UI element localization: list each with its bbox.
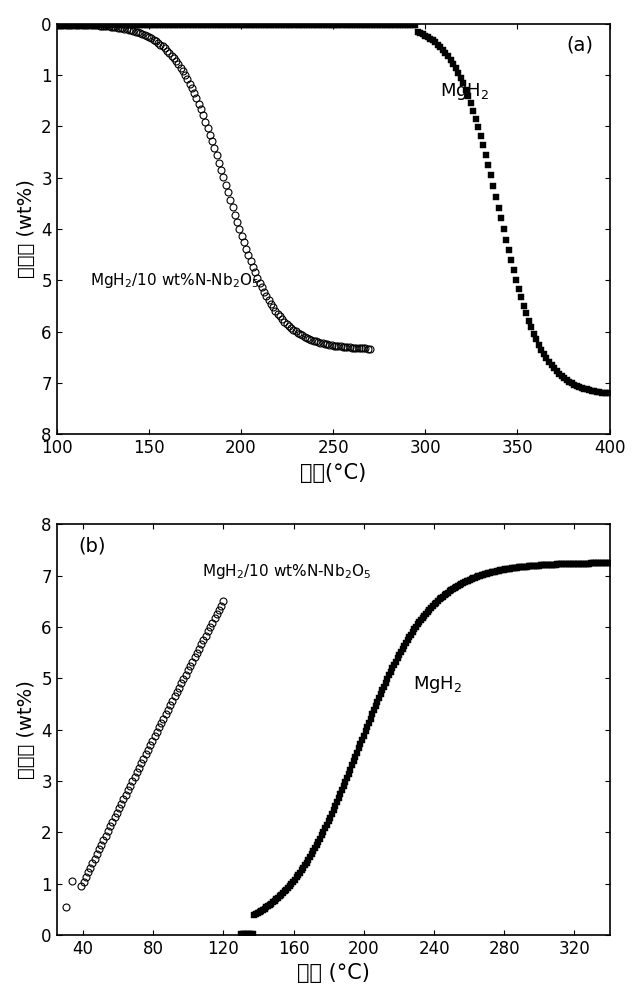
X-axis label: 温度(°C): 温度(°C): [300, 463, 367, 483]
Text: (a): (a): [566, 36, 593, 55]
Text: MgH$_2$: MgH$_2$: [440, 81, 489, 102]
Text: MgH$_2$: MgH$_2$: [413, 674, 462, 695]
Text: (b): (b): [79, 537, 107, 556]
X-axis label: 温度 (°C): 温度 (°C): [297, 963, 370, 983]
Text: MgH$_2$/10 wt%N-Nb$_2$O$_5$: MgH$_2$/10 wt%N-Nb$_2$O$_5$: [90, 271, 259, 290]
Y-axis label: 吸氢量 (wt%): 吸氢量 (wt%): [17, 680, 36, 779]
Text: MgH$_2$/10 wt%N-Nb$_2$O$_5$: MgH$_2$/10 wt%N-Nb$_2$O$_5$: [202, 562, 372, 581]
Y-axis label: 放氢量 (wt%): 放氢量 (wt%): [17, 180, 36, 278]
